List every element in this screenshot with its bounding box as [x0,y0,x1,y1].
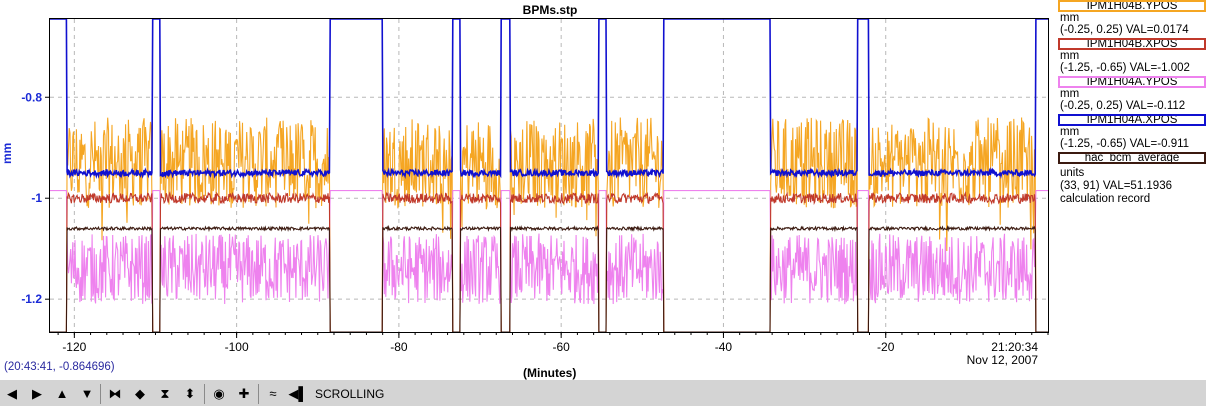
zoom-in-y-icon[interactable]: ⧗ [160,386,170,401]
toolbar-separator [100,384,101,404]
zoom-in-x-icon[interactable]: ⧓ [108,386,122,401]
legend-series-2-label[interactable]: IPM1H04A.YPOS [1058,76,1206,88]
chart-title: BPMs.stp [523,3,578,17]
toolbar: ◀ ▶ ▲ ▼ ⧓ ◆ ⧗ ⬍ ◉ ✚ ≈ ◀▌ SCROLLING [0,380,1206,406]
series-IPM1H04B.XPOS [50,191,1048,333]
arrow-down-icon[interactable]: ▼ [80,386,94,401]
x-tick-label: -120 [62,340,86,354]
series-IPM1H04A.XPOS [50,18,1048,180]
x-tick-label: -60 [552,340,570,354]
x-tick-label: -40 [715,340,733,354]
legend-series-0-units: mm [1060,12,1080,24]
series-IPM1H04B.YPOS [50,117,1048,333]
x-tick-label: -80 [390,340,408,354]
zoom-out-y-icon[interactable]: ⬍ [184,386,196,401]
x-axis: -120 -100 -80 -60 -40 -20 [57,332,1049,354]
y-axis: -0.8 -1 -1.2 [21,90,50,306]
toolbar-separator [258,384,259,404]
legend-series-2-units: mm [1060,88,1080,100]
scrolling-label: SCROLLING [315,387,385,401]
cursor-readout: (20:43:41, -0.864696) [4,361,115,373]
record-icon[interactable]: ◉ [213,386,225,401]
timestamp-time: 21:20:34 [991,340,1038,354]
legend-series-4-label[interactable]: hac_bcm_average [1058,152,1206,164]
legend-series-1-range: (-1.25, -0.65) VAL=-1.002 [1060,62,1190,74]
legend-series-3-units: mm [1060,126,1080,138]
legend-series-0-label[interactable]: IPM1H04B.YPOS [1058,0,1206,12]
legend: IPM1H04B.YPOS mm (-0.25, 0.25) VAL=0.017… [1055,0,1206,206]
x-axis-label: (Minutes) [523,366,577,380]
y-tick-label: -0.8 [21,90,42,104]
legend-series-0-range: (-0.25, 0.25) VAL=0.0174 [1060,24,1189,36]
legend-series-2-range: (-0.25, 0.25) VAL=-0.112 [1060,100,1186,112]
zoom-out-x-icon[interactable]: ◆ [135,386,145,401]
timestamp-date: Nov 12, 2007 [966,353,1038,367]
toolbar-separator [204,384,205,404]
legend-series-1-units: mm [1060,50,1080,62]
add-icon[interactable]: ✚ [238,386,250,401]
series-layer [50,18,1048,333]
arrow-left-icon[interactable]: ◀ [7,386,17,401]
arrow-right-icon[interactable]: ▶ [32,386,42,401]
series-hac_bcm_average [50,224,1048,333]
legend-series-4-units: units [1060,167,1085,179]
y-tick-label: -1.2 [21,292,42,306]
y-tick-label: -1 [31,191,42,205]
arrow-up-icon[interactable]: ▲ [55,386,69,401]
y-axis-label: mm [0,142,14,164]
jump-end-icon[interactable]: ◀▌ [288,386,308,401]
legend-series-3-label[interactable]: IPM1H04A.XPOS [1058,114,1206,126]
series-IPM1H04A.YPOS [50,190,1048,305]
autoscale-icon[interactable]: ≈ [269,386,277,401]
legend-series-1-label[interactable]: IPM1H04B.XPOS [1058,38,1206,50]
plot-frame [49,18,1049,333]
x-tick-label: -20 [877,340,895,354]
legend-series-4-extra: calculation record [1060,193,1151,205]
legend-series-3-range: (-1.25, -0.65) VAL=-0.911 [1060,138,1190,150]
x-tick-label: -100 [225,340,249,354]
legend-series-4-range: (33, 91) VAL=51.1936 [1060,180,1172,192]
